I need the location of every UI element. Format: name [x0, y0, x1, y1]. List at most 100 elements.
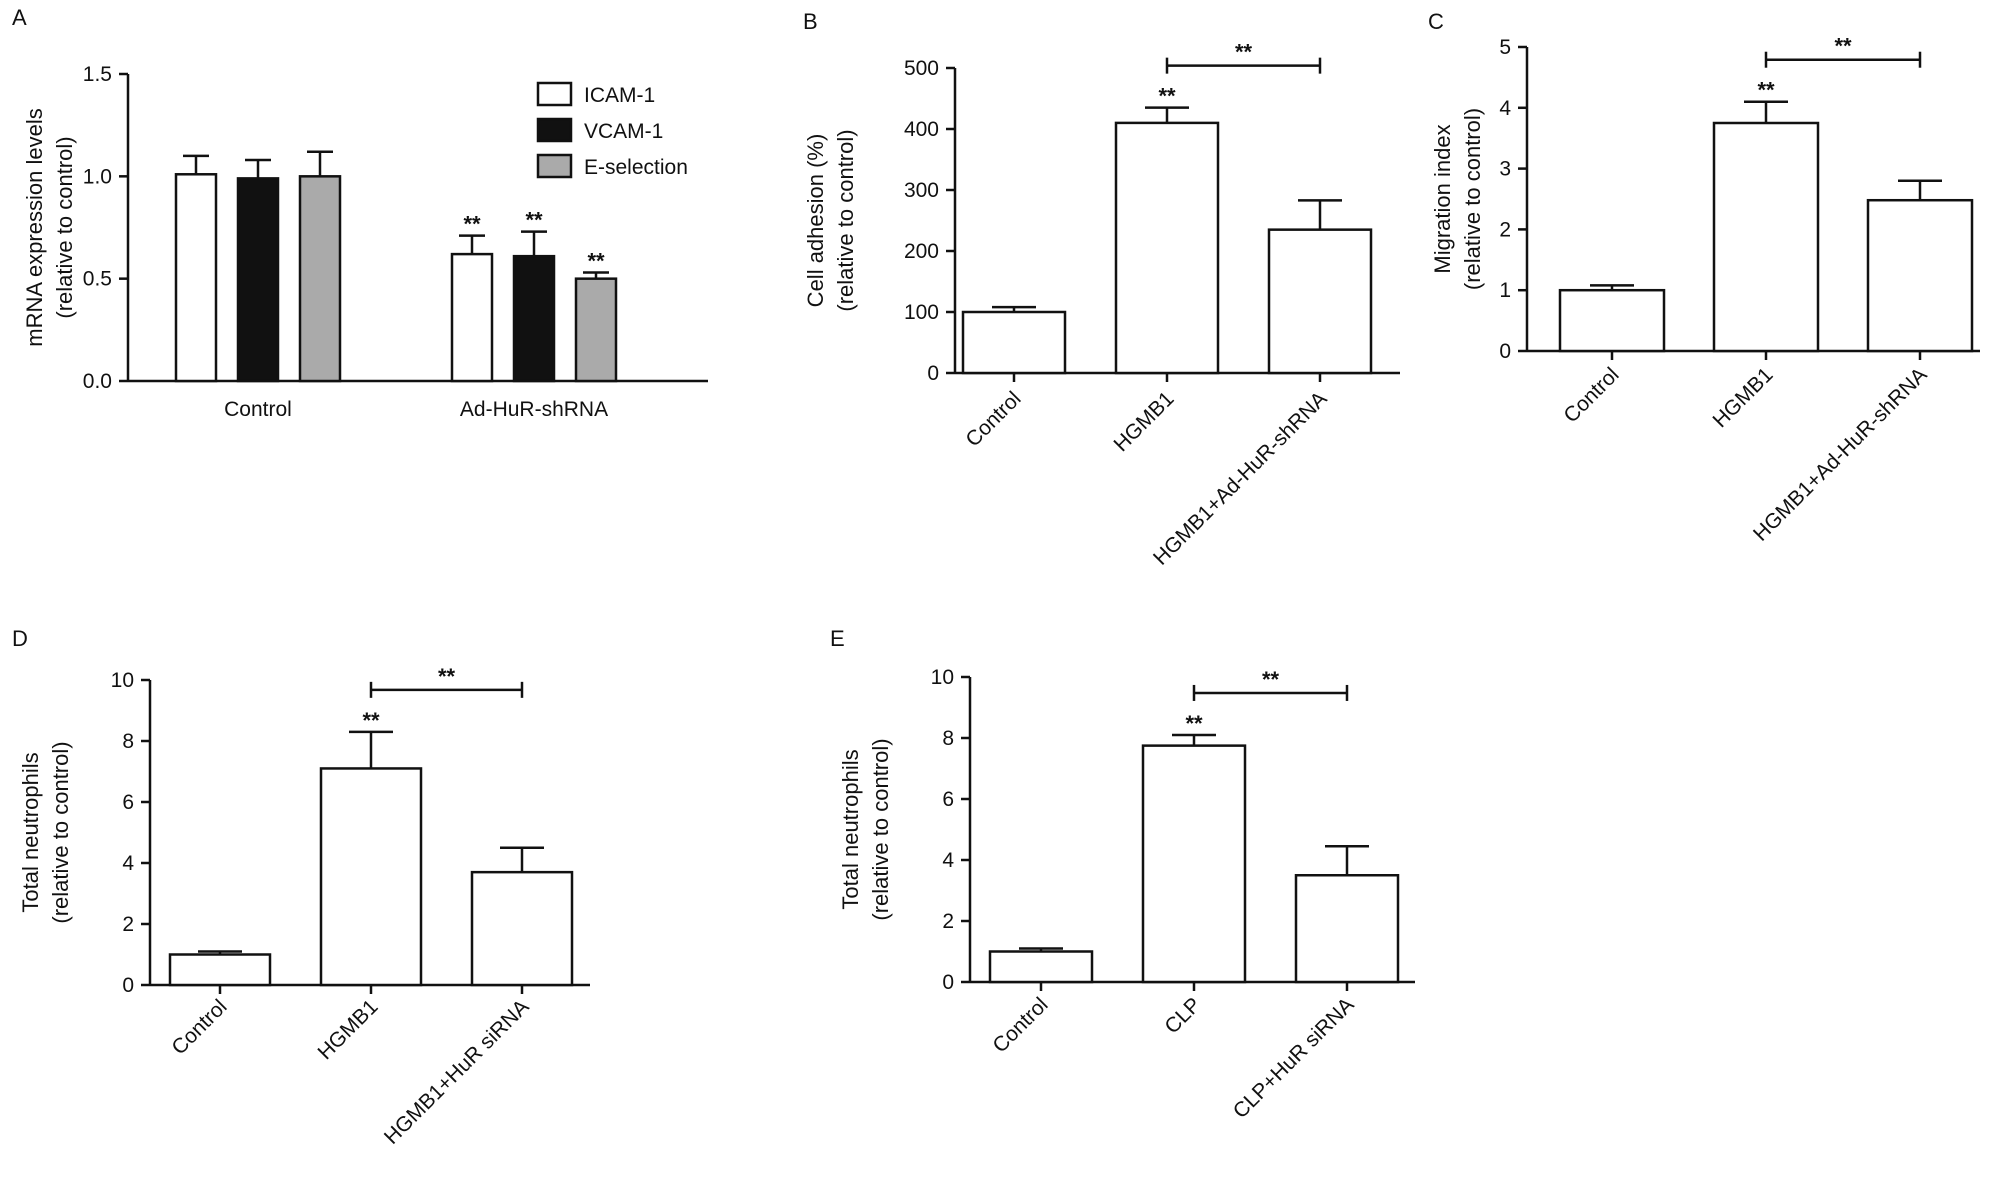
y-axis-label-line: Migration index: [1430, 124, 1455, 273]
x-tick-label: CLP: [1160, 993, 1205, 1038]
x-tick-label-text: Control: [961, 387, 1025, 451]
y-tick-label: 8: [942, 727, 954, 750]
bar: [236, 177, 280, 383]
significance-label: **: [1757, 78, 1775, 103]
y-tick-label: 1: [1499, 279, 1511, 302]
panel-letter: E: [830, 626, 845, 651]
y-tick-label: 0: [122, 974, 134, 997]
bar: [470, 870, 574, 987]
y-tick-label: 0.0: [83, 370, 112, 393]
x-tick-label: Control: [167, 995, 231, 1059]
panel-b: B 0 100 200 300 400 500 Cell adhesion (%) (relat…: [803, 9, 1400, 570]
bar: [574, 277, 618, 383]
y-tick-label: 1.0: [83, 165, 112, 188]
bracket-significance-label: **: [1235, 40, 1253, 65]
y-tick-label: 0: [927, 362, 939, 385]
y-tick-label: 6: [122, 791, 134, 814]
y-tick-label: 10: [111, 669, 134, 692]
legend: ICAM-1 VCAM-1 E-selection: [536, 81, 688, 179]
y-axis-label-line: (relative to control): [1460, 108, 1485, 290]
x-tick-label-text: HGMB1: [313, 995, 382, 1064]
bar: [168, 953, 272, 987]
significance-label: **: [1185, 711, 1203, 736]
bracket-significance-label: **: [1834, 34, 1852, 59]
bar: [1712, 121, 1820, 353]
x-tick-label-text: Control: [988, 993, 1052, 1057]
legend-label: ICAM-1: [584, 84, 655, 107]
panel-c: C 0 1 2 3 4 5 Migration index (relative to contr…: [1428, 9, 1980, 546]
significance-label: **: [463, 212, 481, 237]
y-tick-label: 8: [122, 730, 134, 753]
bracket-significance-label: **: [1262, 667, 1280, 692]
comparison-bracket: **: [1192, 667, 1349, 701]
y-tick-label: 2: [1499, 218, 1511, 241]
bar: [1294, 874, 1400, 984]
y-axis-label-line: Total neutrophils: [838, 749, 863, 909]
x-tick-label: HGMB1+HuR siRNA: [380, 995, 534, 1149]
x-tick-label-text: CLP+HuR siRNA: [1229, 993, 1359, 1123]
bar: [988, 950, 1094, 984]
panel-d: D 0 2 4 6 8 10 Total neutrophils (relative to co…: [12, 626, 590, 1149]
bar: [174, 173, 218, 383]
y-tick-label: 10: [931, 666, 954, 689]
legend-label: E-selection: [584, 156, 688, 179]
y-tick-label: 3: [1499, 158, 1511, 181]
y-tick-label: 4: [1499, 97, 1511, 120]
x-tick-label-text: HGMB1: [1708, 363, 1777, 432]
bracket-significance-label: **: [438, 664, 456, 689]
y-axis-label: Migration index (relative to control): [1430, 108, 1485, 290]
bar: [1114, 121, 1220, 375]
significance-label: **: [587, 249, 605, 274]
y-tick-label: 0.5: [83, 268, 112, 291]
x-tick-label: Ad-HuR-shRNA: [460, 398, 608, 421]
x-tick-label: HGMB1: [1109, 387, 1178, 456]
x-tick-label: CLP+HuR siRNA: [1229, 993, 1359, 1123]
panel-a: A 0.0 0.5 1.0 1.5 mRNA expression levels (rela…: [12, 5, 708, 421]
legend-swatch: [536, 153, 573, 179]
panel-letter: D: [12, 626, 28, 651]
comparison-bracket: **: [1764, 34, 1922, 68]
y-axis-label: Cell adhesion (%) (relative to control): [803, 129, 858, 311]
x-tick-label-text: HGMB1+HuR siRNA: [380, 995, 534, 1149]
y-tick-label: 4: [122, 852, 134, 875]
legend-label: VCAM-1: [584, 120, 663, 143]
y-tick-label: 0: [1499, 340, 1511, 363]
x-tick-label: Control: [224, 398, 292, 421]
x-tick-label-text: HGMB1: [1109, 387, 1178, 456]
bar: [1267, 228, 1373, 375]
bar: [961, 310, 1067, 375]
x-tick-label-text: CLP: [1160, 993, 1205, 1038]
y-tick-label: 400: [904, 118, 939, 141]
y-tick-label: 0: [942, 971, 954, 994]
y-tick-label: 1.5: [83, 63, 112, 86]
y-tick-label: 6: [942, 788, 954, 811]
y-axis-label-line: Cell adhesion (%): [803, 134, 828, 308]
y-axis-label: Total neutrophils (relative to control): [838, 738, 893, 920]
bar: [1141, 744, 1247, 984]
x-tick-label-text: Control: [1559, 363, 1623, 427]
bar: [1558, 288, 1666, 353]
x-tick-label: HGMB1: [313, 995, 382, 1064]
y-tick-label: 2: [122, 913, 134, 936]
significance-label: **: [1158, 84, 1176, 109]
y-tick-label: 500: [904, 57, 939, 80]
x-tick-label-text: HGMB1+Ad-HuR-shRNA: [1149, 387, 1332, 570]
bar: [1866, 198, 1974, 353]
comparison-bracket: **: [369, 664, 524, 698]
y-axis-label-line: (relative to control): [868, 738, 893, 920]
legend-swatch: [536, 117, 573, 143]
significance-label: **: [362, 708, 380, 733]
y-axis-label-line: (relative to control): [833, 129, 858, 311]
y-axis-label-line: Total neutrophils: [18, 752, 43, 912]
x-tick-label: HGMB1+Ad-HuR-shRNA: [1149, 387, 1332, 570]
y-tick-label: 4: [942, 849, 954, 872]
bar: [450, 252, 494, 383]
comparison-bracket: **: [1165, 40, 1322, 74]
panel-e: E 0 2 4 6 8 10 Total neutrophils (relative to co…: [830, 626, 1415, 1123]
y-axis-label-line: mRNA expression levels: [22, 108, 47, 346]
x-tick-label: Control: [961, 387, 1025, 451]
panel-letter: A: [12, 5, 27, 30]
y-axis-label: Total neutrophils (relative to control): [18, 741, 73, 923]
y-tick-label: 100: [904, 301, 939, 324]
